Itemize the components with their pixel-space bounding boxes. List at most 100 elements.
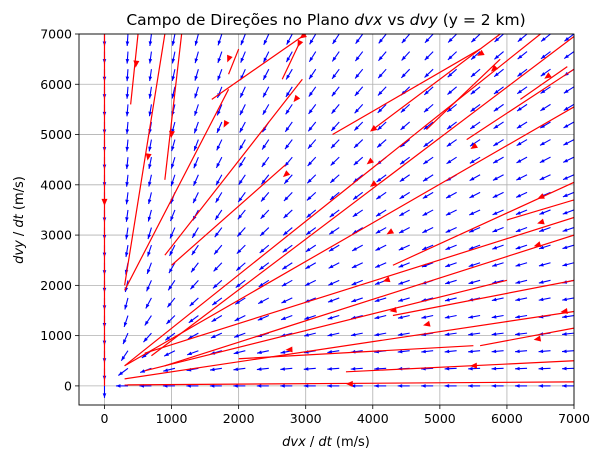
trajectory-arrow-head xyxy=(345,380,353,387)
field-arrow-head xyxy=(562,314,567,319)
field-arrow-head xyxy=(286,74,291,80)
field-arrow-head xyxy=(492,245,498,250)
field-arrow-head xyxy=(194,128,198,134)
field-arrow-head xyxy=(516,141,522,146)
field-arrow-head xyxy=(217,75,221,81)
field-arrow-head xyxy=(448,38,453,43)
field-arrow-head xyxy=(353,195,358,200)
field-arrow-head xyxy=(211,317,217,322)
field-arrow-head xyxy=(374,298,380,302)
field-arrow-head xyxy=(308,126,313,132)
field-arrow-head xyxy=(468,384,473,388)
field-arrow-head xyxy=(280,350,286,354)
trajectory-arrow-head xyxy=(223,120,230,128)
field-arrow-head xyxy=(491,297,497,302)
title-part-1: Campo de Direções no Plano xyxy=(126,11,354,29)
field-arrow-head xyxy=(304,316,310,320)
field-arrow-head xyxy=(328,247,334,252)
field-arrow-head xyxy=(516,176,522,181)
field-arrow-head xyxy=(377,125,382,131)
field-arrow-head xyxy=(237,231,242,237)
field-arrow-head xyxy=(538,280,544,284)
trajectory-line xyxy=(124,310,574,380)
field-arrow-head xyxy=(327,333,333,337)
trajectory-line xyxy=(164,78,303,256)
field-arrow-head xyxy=(374,332,380,337)
field-arrow-head xyxy=(515,332,520,336)
field-arrow-head xyxy=(238,179,243,185)
field-arrow-head xyxy=(471,37,476,43)
field-arrow-head xyxy=(115,384,121,388)
field-arrow-head xyxy=(354,108,359,114)
field-arrow-head xyxy=(491,332,497,336)
field-arrow-head xyxy=(216,163,221,168)
field-arrow-head xyxy=(125,146,130,152)
field-arrow-head xyxy=(238,197,243,203)
field-arrow-head xyxy=(400,108,406,113)
field-arrow-head xyxy=(352,212,358,217)
field-arrow-head xyxy=(401,73,406,78)
field-arrow-head xyxy=(281,316,286,320)
field-arrow-head xyxy=(191,250,196,256)
field-arrow-head xyxy=(421,315,427,319)
field-arrow-head xyxy=(214,249,219,255)
field-arrow-head xyxy=(400,160,405,165)
field-arrow-head xyxy=(376,212,381,217)
field-arrow-head xyxy=(562,262,568,267)
field-arrow-head xyxy=(286,39,291,45)
field-arrow-head xyxy=(125,111,130,117)
field-arrow-head xyxy=(540,141,545,146)
field-arrow-head xyxy=(285,144,290,150)
field-arrow-head xyxy=(468,366,473,371)
field-arrow-head xyxy=(125,41,130,46)
x-tick-label: 3000 xyxy=(290,411,322,426)
field-arrow-head xyxy=(188,318,194,323)
field-arrow-head xyxy=(562,366,567,371)
trajectory-arrow-head xyxy=(227,54,233,63)
field-arrow-head xyxy=(141,353,147,358)
field-arrow-head xyxy=(167,302,172,308)
field-arrow-head xyxy=(421,384,426,388)
field-arrow-head xyxy=(562,210,568,215)
x-tick-label: 0 xyxy=(101,411,109,426)
field-arrow-head xyxy=(517,72,523,77)
field-arrow-head xyxy=(194,145,198,151)
field-arrow-head xyxy=(330,178,335,183)
title-part-2: dvx xyxy=(354,11,383,29)
field-arrow-head xyxy=(212,300,217,306)
title-part-3: vs xyxy=(382,11,409,29)
field-arrow-head xyxy=(233,384,238,388)
field-arrow-head xyxy=(375,246,381,251)
field-arrow-head xyxy=(447,55,453,60)
trajectory-arrow-head xyxy=(423,320,431,327)
field-arrow-head xyxy=(538,366,544,371)
field-arrow-head xyxy=(562,332,567,336)
field-arrow-head xyxy=(102,393,107,398)
trajectory-line xyxy=(124,106,574,367)
field-arrow-head xyxy=(563,89,569,94)
field-arrow-head xyxy=(446,142,452,147)
field-arrow-head xyxy=(469,176,475,181)
field-arrow-head xyxy=(492,263,497,267)
field-arrow-head xyxy=(239,162,243,168)
field-arrow-head xyxy=(444,297,450,302)
trajectory-line xyxy=(506,199,574,221)
x-tick-label: 2000 xyxy=(223,411,255,426)
field-arrow-head xyxy=(125,217,129,222)
trajectory-line xyxy=(392,181,574,266)
field-arrow-head xyxy=(493,141,499,146)
field-arrow-head xyxy=(263,57,268,63)
field-arrow-head xyxy=(170,216,174,222)
field-arrow-head xyxy=(307,178,312,184)
field-arrow-head xyxy=(125,234,129,240)
field-arrow-head xyxy=(330,161,336,166)
field-arrow-head xyxy=(541,37,546,42)
field-arrow-head xyxy=(148,111,152,117)
field-arrow-head xyxy=(213,266,218,272)
field-arrow-head xyxy=(257,350,262,355)
trajectory-arrow-head xyxy=(168,130,175,139)
field-arrow-head xyxy=(468,332,473,336)
field-arrow-head xyxy=(353,160,359,166)
field-arrow-head xyxy=(515,384,520,388)
field-arrow-head xyxy=(400,142,405,148)
